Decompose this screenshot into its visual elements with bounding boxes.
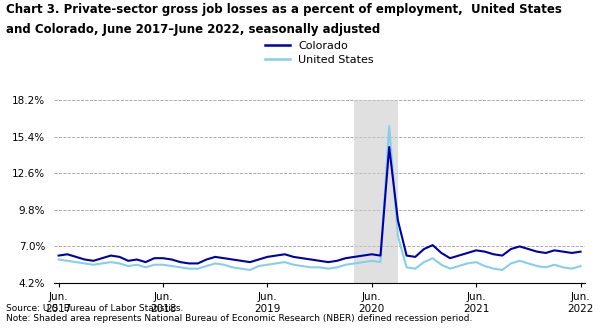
Text: Chart 3. Private-sector gross job losses as a percent of employment,  United Sta: Chart 3. Private-sector gross job losses…	[6, 3, 562, 16]
Text: Source: U.S. Bureau of Labor Statistics.
Note: Shaded area represents National B: Source: U.S. Bureau of Labor Statistics.…	[6, 304, 472, 323]
Bar	[355, 100, 398, 283]
Legend: Colorado, United States: Colorado, United States	[265, 41, 374, 65]
Text: and Colorado, June 2017–June 2022, seasonally adjusted: and Colorado, June 2017–June 2022, seaso…	[6, 23, 380, 36]
